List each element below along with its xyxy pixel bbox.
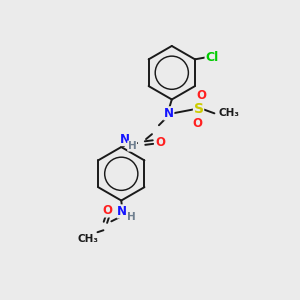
Text: N: N <box>164 107 174 120</box>
Text: O: O <box>155 136 165 148</box>
Text: O: O <box>196 89 206 102</box>
Text: N: N <box>120 133 130 146</box>
Text: CH₃: CH₃ <box>77 234 98 244</box>
Text: O: O <box>193 117 202 130</box>
Text: CH₃: CH₃ <box>218 108 239 118</box>
Text: S: S <box>194 102 203 116</box>
Text: N: N <box>117 205 127 218</box>
Text: H: H <box>128 141 136 151</box>
Text: O: O <box>102 204 112 217</box>
Text: Cl: Cl <box>205 51 218 64</box>
Text: H: H <box>127 212 136 222</box>
